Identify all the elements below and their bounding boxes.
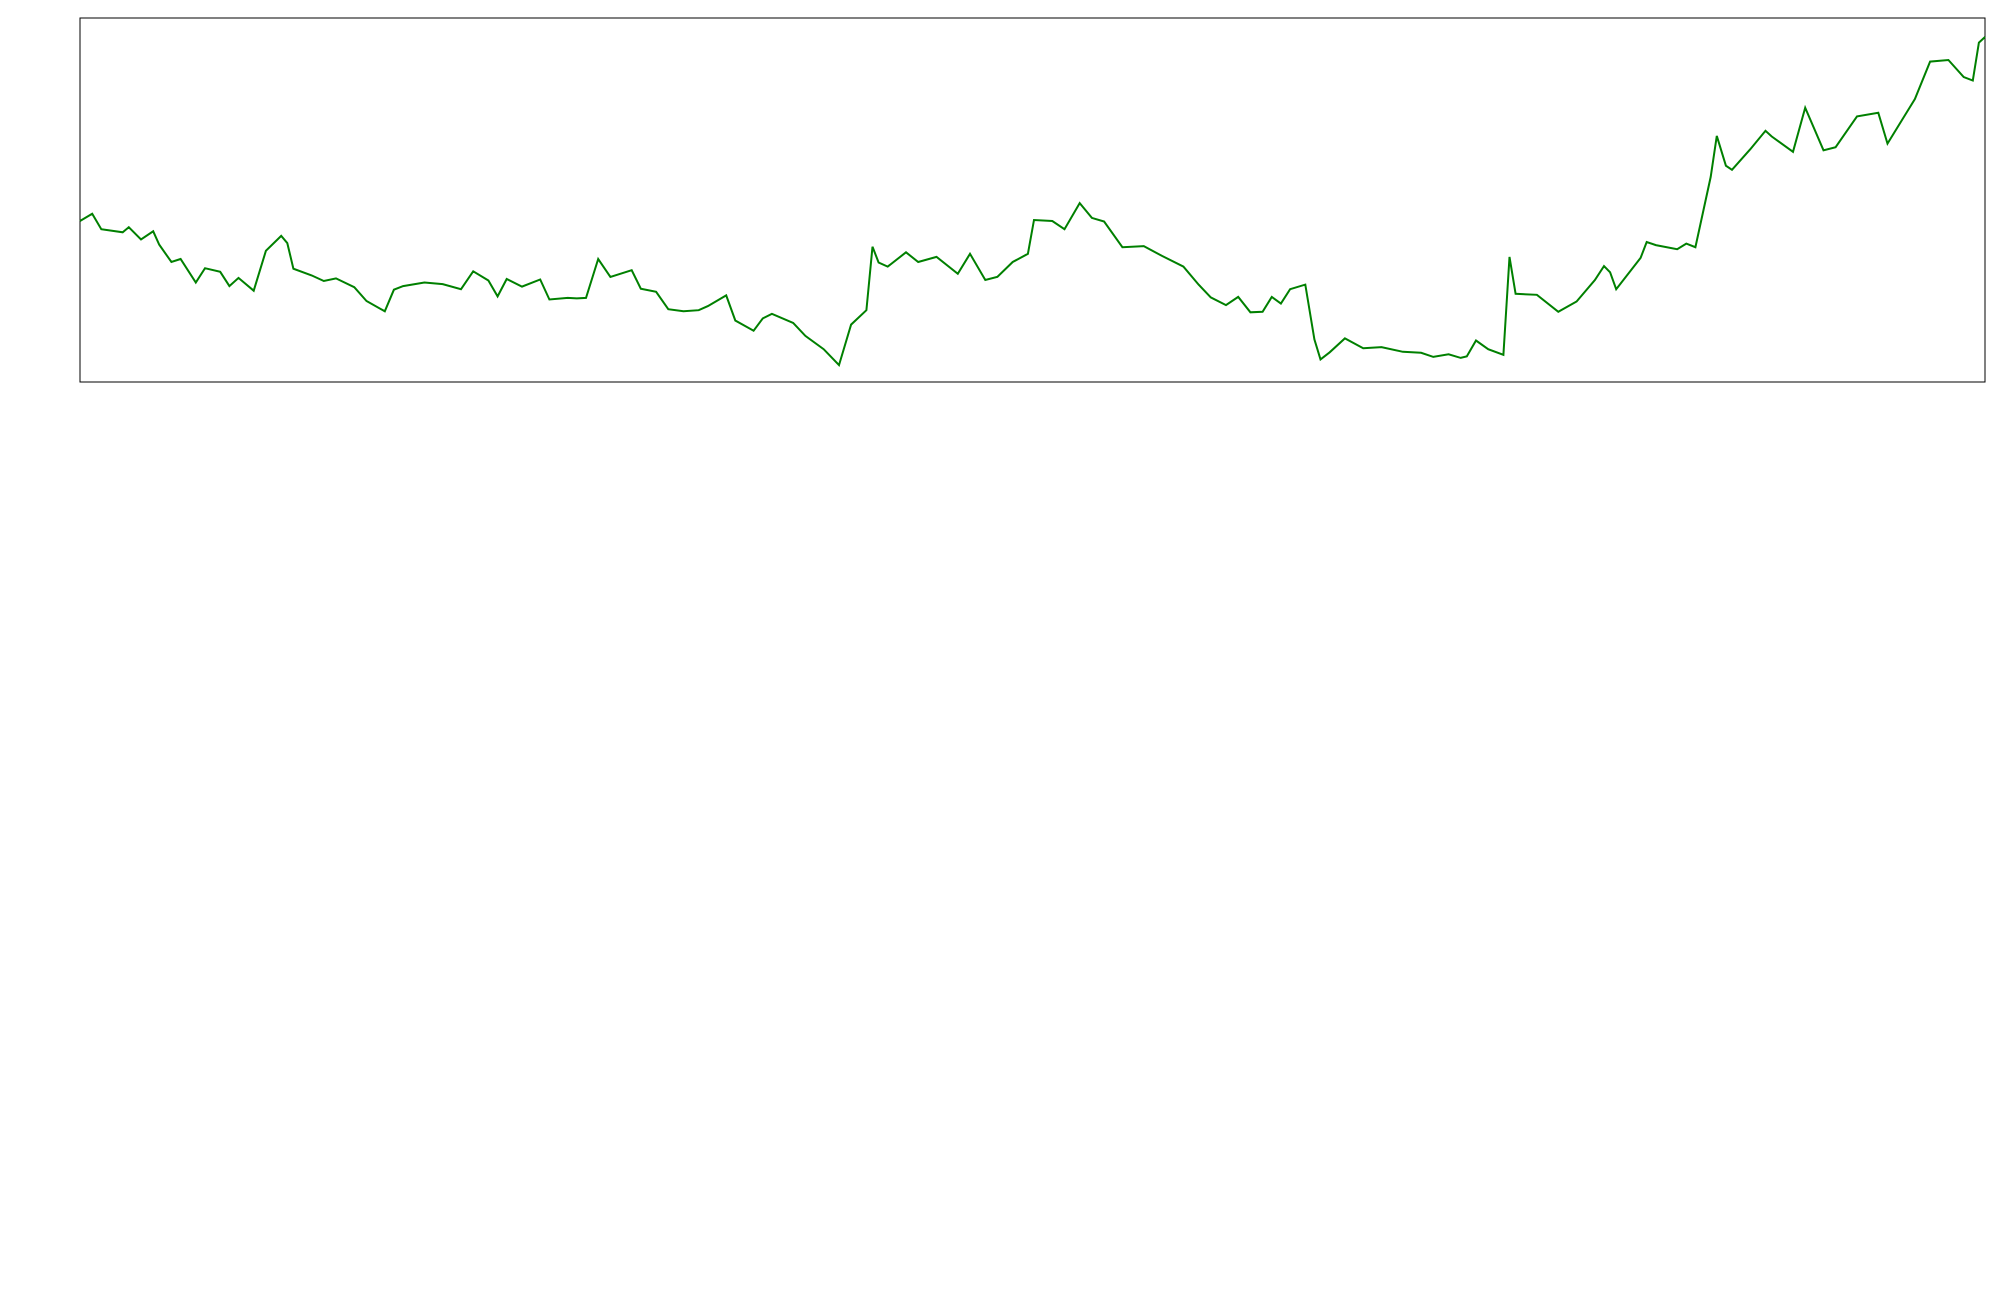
price-axes-frame xyxy=(79,17,1986,383)
price-line xyxy=(79,36,1986,368)
